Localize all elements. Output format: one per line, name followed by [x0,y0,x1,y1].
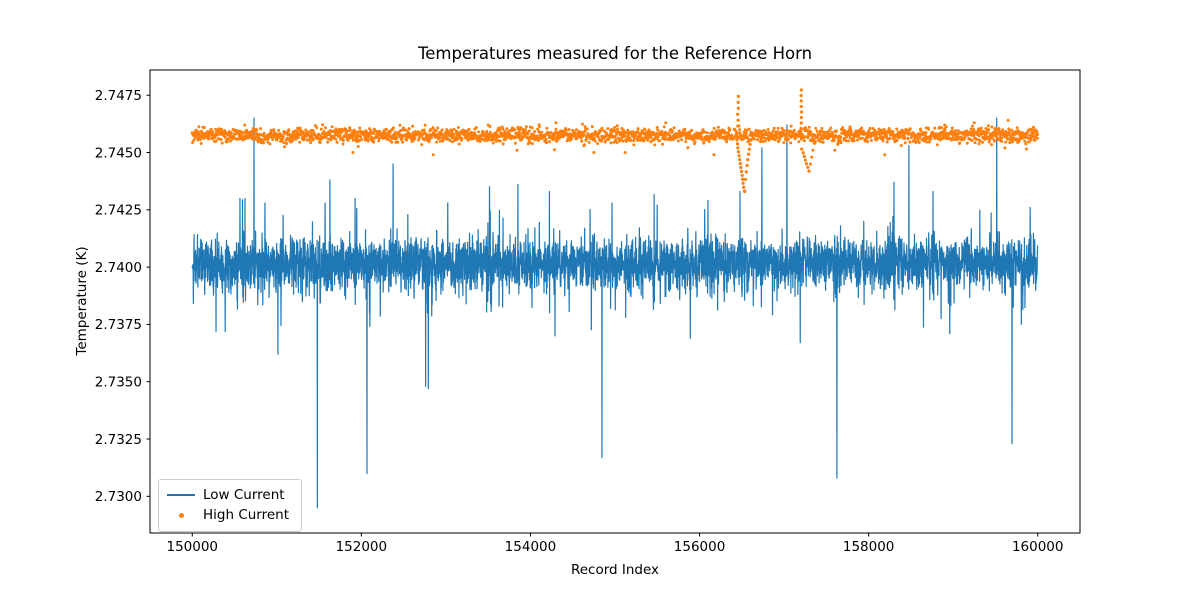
legend-item-high-current: High Current [167,505,289,525]
y-tick-label: 2.7350 [95,375,142,391]
y-tick-label: 2.7300 [95,489,142,505]
legend: Low Current High Current [158,479,303,532]
y-tick-label: 2.7325 [95,432,142,448]
y-tick-label: 2.7375 [95,317,142,333]
x-tick-label: 154000 [505,539,557,555]
dot-sample-icon [178,512,184,518]
high-current-dot-swatch [167,512,195,518]
chart-title: Temperatures measured for the Reference … [417,44,813,63]
y-tick-label: 2.7425 [95,203,142,219]
y-tick-label: 2.7450 [95,145,142,161]
low-current-line-swatch [167,494,195,496]
x-axis-label: Record Index [570,562,660,578]
x-tick-label: 160000 [1012,539,1064,555]
plot-border [149,69,1081,534]
legend-label-low-current: Low Current [203,487,285,503]
x-tick-label: 152000 [336,539,388,555]
y-axis-label: Temperature (K) [74,246,90,356]
line-sample-icon [167,494,195,496]
legend-item-low-current: Low Current [167,485,289,505]
x-tick-label: 150000 [166,539,218,555]
y-tick-label: 2.7400 [95,260,142,276]
y-axis-ticks: 2.7300 2.7325 2.7350 2.7375 2.7400 2.7425 2.74… [95,88,150,505]
y-tick-label: 2.7475 [95,88,142,104]
x-tick-label: 156000 [674,539,726,555]
x-axis-ticks: 150000 152000 154000 156000 158000 160000 [166,533,1064,555]
low-current-series [191,117,1039,509]
axes: 150000 152000 154000 156000 158000 160000 2.73… [95,69,1081,555]
high-current-series [190,88,1040,194]
legend-label-high-current: High Current [203,507,290,523]
x-tick-label: 158000 [843,539,895,555]
